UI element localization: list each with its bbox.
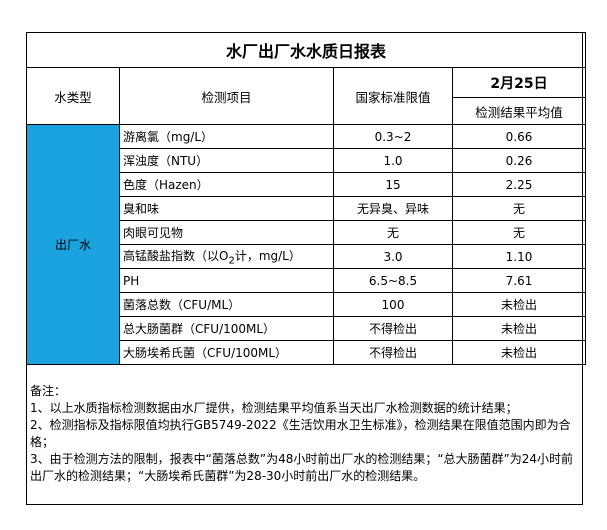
table-row: 臭和味 无异臭、异味无 (27, 196, 587, 221)
result-cell: 未检出 (451, 340, 587, 365)
table-row: 出厂水 游离氯（mg/L） 0.3~2 0.66 (26, 124, 587, 365)
item-cell: 浑浊度（NTU） (119, 148, 334, 173)
header-date: 2月25日 (451, 67, 587, 98)
water-type-cell: 出厂水 (26, 124, 120, 365)
result-cell: 7.61 (451, 268, 587, 293)
standard-cell: 不得检出 (333, 316, 453, 341)
item-cell: 色度（Hazen） (119, 172, 334, 197)
result-cell: 0.66 (451, 124, 587, 149)
table-row: 菌落总数（CFU/ML） 100 未检出 (27, 292, 587, 317)
report-table: 水厂出厂水水质日报表 水类型 检测项目 国家标准限值 2月25日 检测结果平均值… (25, 32, 587, 365)
result-cell: 1.10 (451, 244, 587, 269)
table-row: 高锰酸盐指数（以O2计，mg/L） 3.0 1.10 (27, 244, 587, 269)
table-row: PH 6.5~8.5 7.61 (27, 268, 587, 293)
standard-cell: 6.5~8.5 (333, 268, 453, 293)
note-line: 2、检测指标及指标限值均执行GB5749-2022《生活饮用水卫生标准》，检测结… (30, 418, 571, 449)
note-line: 1、以上水质指标检测数据由水厂提供，检测结果平均值系当天出厂水检测数据的统计结果… (30, 401, 518, 415)
result-cell: 未检出 (451, 316, 587, 341)
result-cell: 未检出 (451, 292, 587, 317)
header-standard: 国家标准限值 (333, 67, 453, 125)
standard-cell: 3.0 (333, 244, 453, 269)
result-cell: 无 (451, 220, 587, 245)
result-cell: 2.25 (451, 172, 587, 197)
item-cell: 菌落总数（CFU/ML） (119, 292, 334, 317)
result-cell: 无 (451, 196, 587, 221)
standard-cell: 无 (333, 220, 453, 245)
item-cell: 游离氯（mg/L） (119, 124, 334, 149)
header-water-type: 水类型 (26, 67, 120, 125)
item-text: 高锰酸盐指数（以O (123, 248, 229, 263)
notes: 备注： 1、以上水质指标检测数据由水厂提供，检测结果平均值系当天出厂水检测数据的… (30, 383, 580, 485)
header-item: 检测项目 (119, 67, 334, 125)
standard-cell: 不得检出 (333, 340, 453, 365)
table-row: 大肠埃希氏菌（CFU/100ML） 不得检出 未检出 (27, 340, 587, 365)
report-title: 水厂出厂水水质日报表 (25, 32, 587, 68)
table-row: 浑浊度（NTU） 1.0 0.26 (27, 148, 587, 173)
notes-heading: 备注： (30, 384, 67, 398)
report: 水厂出厂水水质日报表 水类型 检测项目 国家标准限值 2月25日 检测结果平均值… (25, 32, 587, 505)
header-result: 检测结果平均值 (451, 97, 587, 125)
standard-cell: 无异臭、异味 (333, 196, 453, 221)
table-row: 肉眼可见物无无 (27, 220, 587, 245)
item-cell: 总大肠菌群（CFU/100ML） (119, 316, 334, 341)
standard-cell: 0.3~2 (333, 124, 453, 149)
item-cell: 臭和味 (119, 196, 334, 221)
item-cell: 肉眼可见物 (119, 220, 334, 245)
item-text: 计，mg/L） (234, 248, 301, 263)
item-subscript: 2 (228, 255, 235, 267)
item-cell: 高锰酸盐指数（以O2计，mg/L） (119, 244, 334, 269)
item-cell: 大肠埃希氏菌（CFU/100ML） (119, 340, 334, 365)
result-cell: 0.26 (451, 148, 587, 173)
table-row: 色度（Hazen） 15 2.25 (27, 172, 587, 197)
standard-cell: 100 (333, 292, 453, 317)
standard-cell: 1.0 (333, 148, 453, 173)
note-line: 3、由于检测方法的限制，报表中“菌落总数”为48小时前出厂水的检测结果；“总大肠… (30, 452, 574, 483)
item-cell: PH (119, 268, 334, 293)
standard-cell: 15 (333, 172, 453, 197)
